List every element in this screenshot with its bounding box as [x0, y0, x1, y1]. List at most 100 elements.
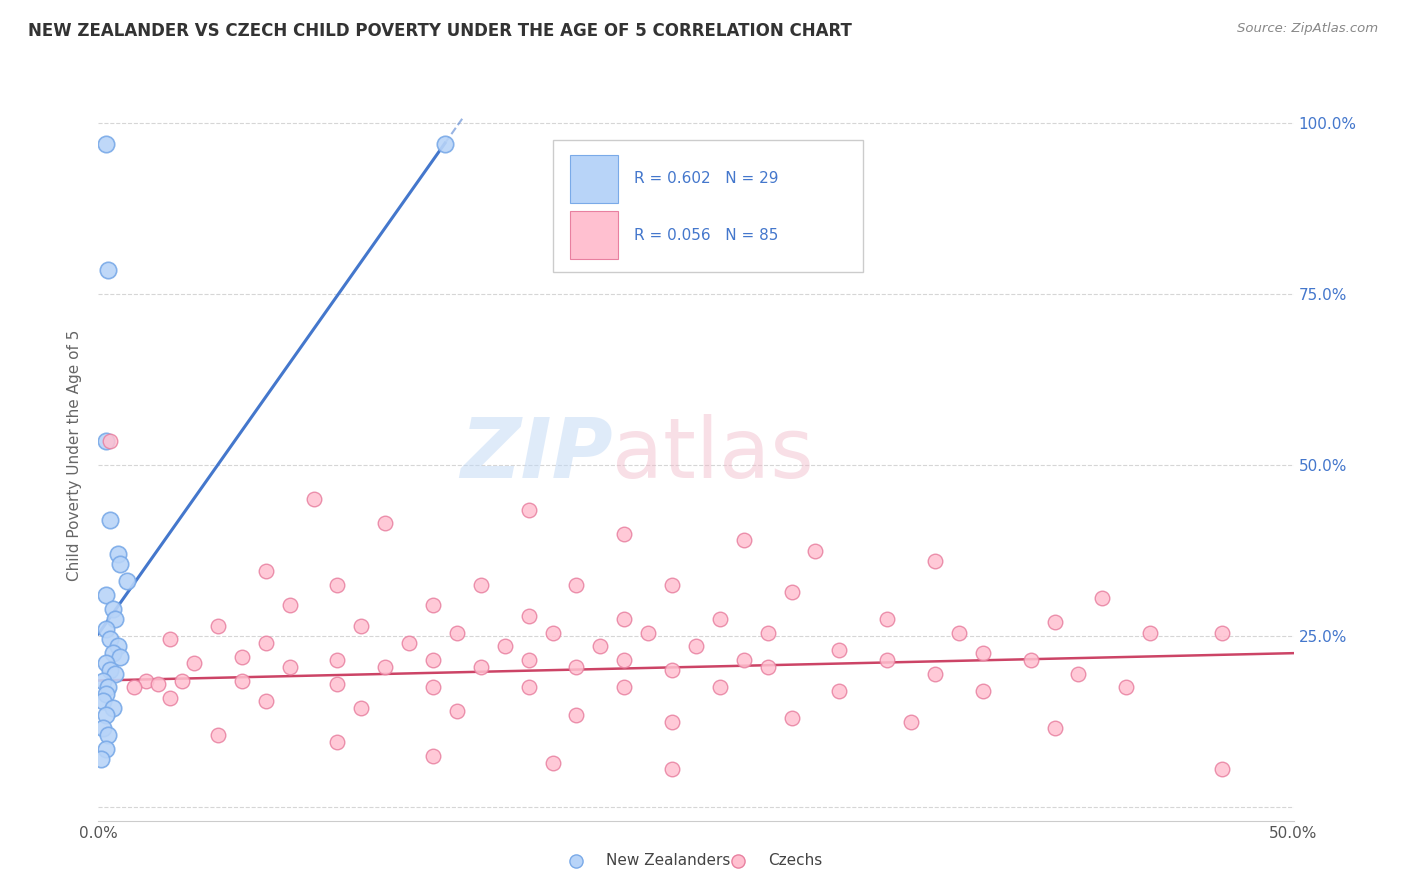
Point	[446, 625, 468, 640]
Point	[924, 554, 946, 568]
Point	[661, 714, 683, 729]
Point	[565, 578, 588, 592]
Point	[374, 516, 396, 531]
Point	[433, 136, 456, 151]
Text: R = 0.602   N = 29: R = 0.602 N = 29	[634, 171, 779, 186]
FancyBboxPatch shape	[571, 155, 619, 202]
Point	[398, 636, 420, 650]
Point	[231, 649, 253, 664]
Point	[828, 642, 851, 657]
Point	[900, 714, 922, 729]
Point	[1067, 666, 1090, 681]
Point	[101, 646, 124, 660]
Point	[148, 677, 170, 691]
Point	[326, 578, 349, 592]
Point	[98, 434, 122, 449]
Point	[422, 653, 444, 667]
Point	[876, 612, 898, 626]
Point	[107, 640, 129, 654]
Point	[733, 653, 755, 667]
Point	[94, 657, 117, 671]
Point	[94, 136, 117, 151]
Point	[1091, 591, 1114, 606]
Text: Source: ZipAtlas.com: Source: ZipAtlas.com	[1237, 22, 1378, 36]
Point	[278, 599, 301, 613]
Point	[972, 683, 994, 698]
Point	[828, 683, 851, 698]
Text: atlas: atlas	[613, 415, 814, 495]
Point	[972, 646, 994, 660]
Point	[876, 653, 898, 667]
Point	[172, 673, 194, 688]
Point	[709, 681, 731, 695]
Point	[541, 756, 564, 770]
Point	[98, 513, 122, 527]
Point	[1367, 838, 1389, 852]
Point	[98, 632, 122, 647]
Point	[254, 636, 277, 650]
Point	[1019, 653, 1042, 667]
Point	[374, 660, 396, 674]
Point	[101, 701, 124, 715]
Point	[159, 690, 181, 705]
Point	[350, 619, 373, 633]
Point	[756, 625, 779, 640]
Point	[613, 526, 636, 541]
Point	[1211, 763, 1233, 777]
Point	[637, 625, 659, 640]
Point	[565, 660, 588, 674]
Point	[254, 694, 277, 708]
Point	[104, 666, 127, 681]
Point	[446, 704, 468, 718]
Point	[924, 666, 946, 681]
Point	[278, 660, 301, 674]
Point	[780, 584, 803, 599]
Point	[231, 673, 253, 688]
Point	[1043, 838, 1066, 852]
Point	[97, 681, 120, 695]
Text: Czechs: Czechs	[768, 854, 823, 869]
Point	[613, 653, 636, 667]
Point	[94, 588, 117, 602]
Point	[804, 543, 827, 558]
Point	[108, 649, 131, 664]
Point	[756, 660, 779, 674]
Point	[470, 578, 492, 592]
Point	[115, 574, 138, 589]
Point	[207, 619, 229, 633]
Point	[159, 632, 181, 647]
FancyBboxPatch shape	[553, 140, 863, 272]
Point	[661, 663, 683, 677]
Point	[135, 673, 157, 688]
Point	[1115, 681, 1137, 695]
Point	[101, 601, 124, 615]
Text: R = 0.056   N = 85: R = 0.056 N = 85	[634, 228, 778, 243]
Point	[183, 657, 205, 671]
Point	[517, 681, 540, 695]
Point	[97, 728, 120, 742]
Point	[565, 707, 588, 722]
Point	[107, 547, 129, 561]
Point	[97, 263, 120, 277]
Point	[108, 558, 131, 572]
Point	[948, 625, 970, 640]
Point	[94, 622, 117, 636]
Point	[1139, 625, 1161, 640]
Point	[207, 728, 229, 742]
Point	[91, 722, 114, 736]
Point	[613, 612, 636, 626]
Point	[91, 673, 114, 688]
Point	[350, 701, 373, 715]
Point	[94, 687, 117, 701]
Point	[91, 694, 114, 708]
Point	[661, 578, 683, 592]
Point	[685, 640, 707, 654]
Point	[104, 612, 127, 626]
Text: ZIP: ZIP	[460, 415, 613, 495]
Point	[326, 735, 349, 749]
Point	[1043, 615, 1066, 630]
Point	[494, 640, 516, 654]
Point	[302, 492, 325, 507]
Point	[1043, 722, 1066, 736]
Point	[422, 748, 444, 763]
